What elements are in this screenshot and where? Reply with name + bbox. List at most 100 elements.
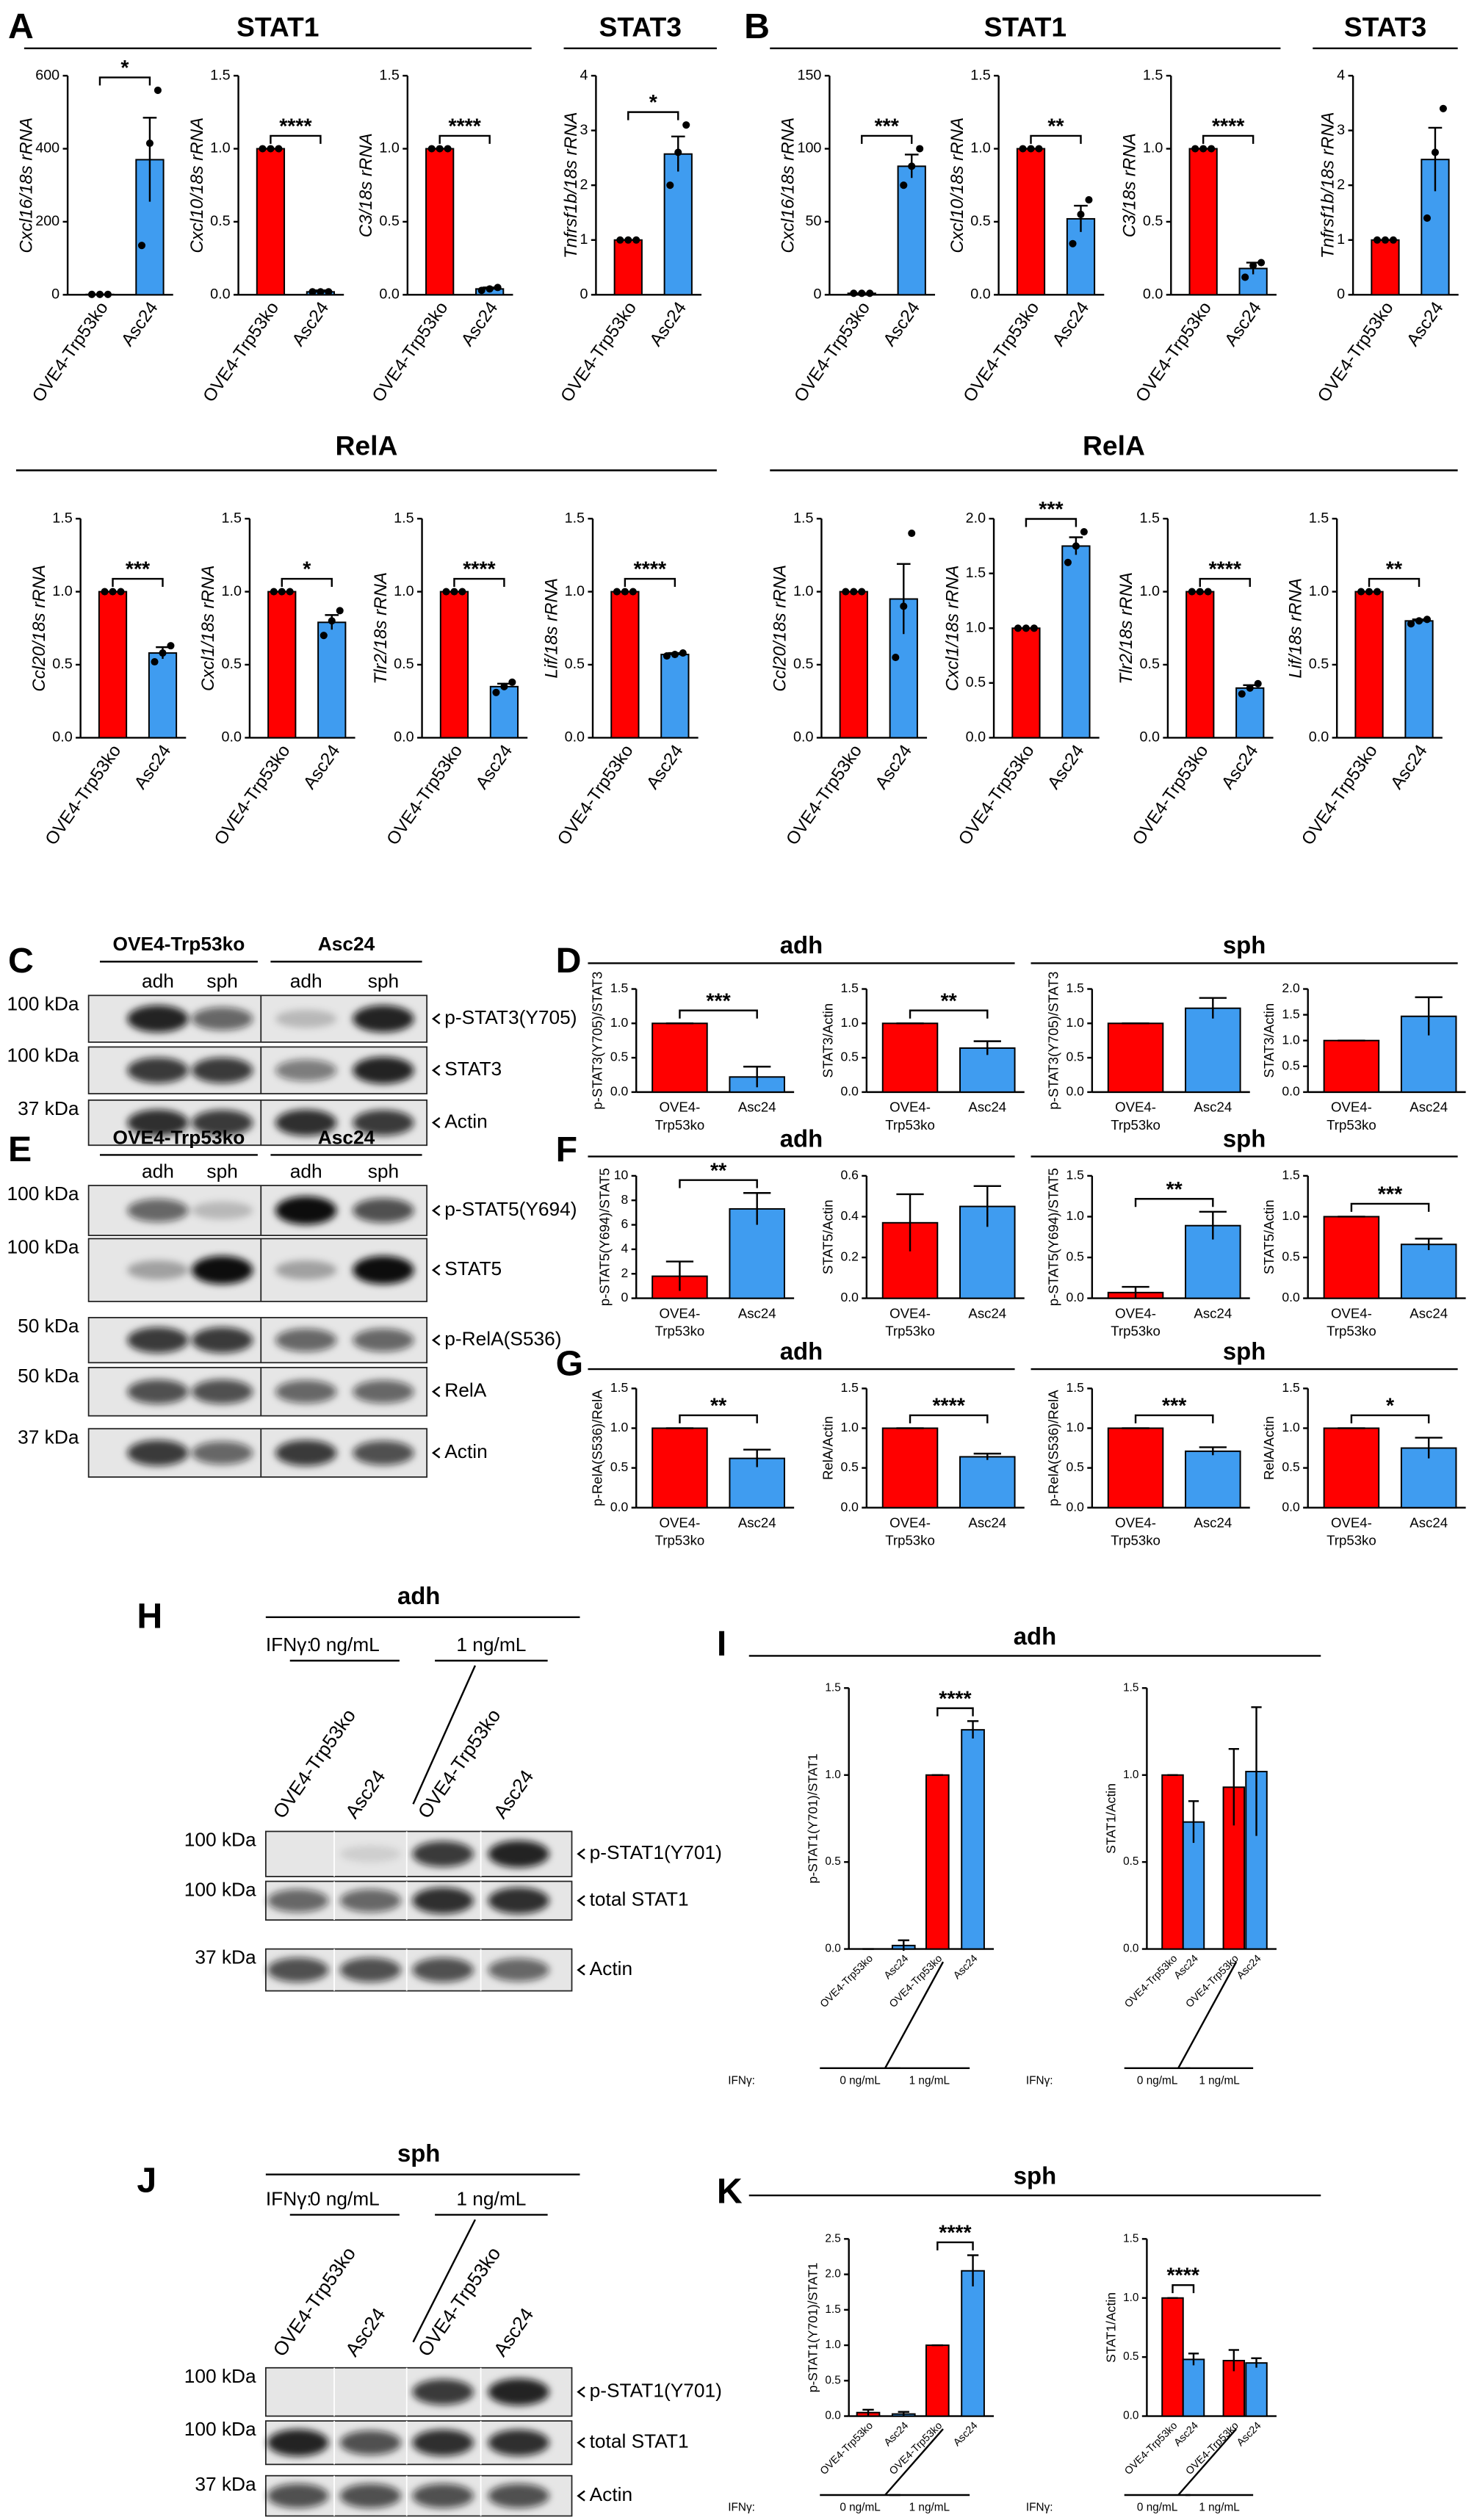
- band-label: p-STAT5(Y694): [444, 1198, 577, 1220]
- y-tick-label: 2.5: [825, 2232, 840, 2245]
- x-tick-label: Asc24: [951, 1953, 980, 1982]
- data-point: [275, 145, 283, 153]
- sig-label: ***: [1162, 1395, 1187, 1418]
- blot-band: [339, 2483, 402, 2508]
- bar: [1182, 2358, 1205, 2417]
- panel-letter: C: [8, 941, 34, 981]
- x-tick-label: Trp53ko: [885, 1533, 935, 1548]
- sig-label: **: [1386, 558, 1403, 582]
- band-label: Actin: [590, 2483, 632, 2505]
- size-marker: 100 kDa: [184, 1829, 256, 1851]
- data-point: [508, 678, 516, 686]
- lane-label: Asc24: [489, 1766, 538, 1822]
- sig-bracket: [112, 577, 164, 587]
- y-tick-label: 0.0: [610, 1084, 629, 1099]
- bar: [1182, 1821, 1205, 1950]
- data-point: [1431, 148, 1439, 156]
- x-tick-label: Trp53ko: [1327, 1533, 1376, 1548]
- blot-band: [191, 1057, 253, 1083]
- y-tick-label: 1.5: [1066, 981, 1085, 995]
- x-tick-label: Asc24: [1049, 298, 1094, 350]
- y-tick-label: 0.5: [970, 213, 990, 229]
- x-tick-label: Asc24: [1044, 741, 1089, 793]
- group-header: sph: [1223, 1124, 1266, 1152]
- y-tick-label: 3: [580, 122, 588, 138]
- blot-group: OVE4-Trp53ko: [113, 933, 245, 955]
- data-point: [1439, 104, 1447, 112]
- panel-letter: I: [717, 1624, 726, 1664]
- bar: [1188, 148, 1218, 296]
- x-tick-label: Asc24: [458, 298, 502, 350]
- lane-label: adh: [142, 1160, 174, 1182]
- blot-band: [127, 1379, 189, 1404]
- y-tick-label: 0: [580, 286, 588, 303]
- sig-label: **: [1166, 1178, 1183, 1202]
- x-tick-label: Asc24: [1410, 1515, 1448, 1531]
- blot-band: [339, 1845, 402, 1863]
- band-label: total STAT1: [590, 1888, 689, 1910]
- y-axis-label: Cxcl10/18s rRNA: [948, 118, 967, 253]
- y-tick-label: 1.5: [1282, 1168, 1300, 1183]
- y-axis-label: Ccl20/18s rRNA: [770, 565, 790, 692]
- bar: [925, 1774, 950, 1950]
- x-tick-label: Asc24: [646, 298, 690, 350]
- y-axis-label: Cxcl16/18s rRNA: [16, 118, 36, 253]
- band-pointer: [577, 2386, 585, 2398]
- bar: [613, 239, 643, 296]
- x-tick-label: Trp53ko: [655, 1117, 705, 1133]
- y-tick-label: 1.0: [793, 583, 813, 599]
- x-tick-label: OVE4-Trp53ko: [1132, 298, 1216, 405]
- x-tick-label: Asc24: [643, 741, 687, 793]
- bar: [1161, 1774, 1184, 1950]
- data-point: [892, 654, 900, 662]
- y-axis-label: Tlr2/18s rRNA: [1116, 572, 1136, 685]
- blot-band: [353, 1198, 414, 1223]
- x-tick-label: OVE4-Trp53ko: [1298, 741, 1382, 848]
- y-tick-label: 0.5: [1123, 1855, 1138, 1868]
- x-tick-label: Asc24: [1221, 298, 1266, 350]
- bar: [1061, 545, 1091, 739]
- y-axis-label: Ccl20/18s rRNA: [29, 565, 49, 692]
- y-axis-label: Tnfrsf1b/18s rRNA: [1318, 112, 1338, 259]
- lane-label: Asc24: [489, 2304, 538, 2361]
- y-tick-label: 1: [1337, 231, 1345, 248]
- treatment-slash: [1177, 2428, 1238, 2496]
- data-point: [663, 652, 671, 660]
- y-tick-label: 0.0: [1282, 1290, 1300, 1304]
- bar: [1323, 1427, 1380, 1509]
- y-tick-label: 1.5: [1123, 1681, 1138, 1694]
- blot-group: OVE4-Trp53ko: [113, 1126, 245, 1148]
- x-tick-label: Asc24: [1194, 1100, 1232, 1115]
- y-tick-label: 0.5: [1143, 213, 1163, 229]
- sig-bracket: [679, 1179, 758, 1188]
- y-tick-label: 0.0: [565, 729, 585, 745]
- y-tick-label: 50: [805, 213, 821, 229]
- y-tick-label: 0.5: [1123, 2350, 1138, 2363]
- group-header: STAT3: [599, 11, 681, 42]
- x-tick-label: OVE4-: [889, 1305, 931, 1321]
- band-pointer: [431, 1386, 441, 1398]
- blot-band: [191, 1201, 253, 1220]
- y-tick-label: 1.5: [210, 67, 230, 83]
- blot-band: [339, 1957, 402, 1982]
- band-label: p-STAT3(Y705): [444, 1006, 577, 1028]
- x-tick-label: OVE4-Trp53ko: [369, 298, 452, 405]
- y-tick-label: 0.5: [222, 656, 242, 672]
- data-point: [95, 290, 104, 298]
- data-point: [1423, 214, 1432, 222]
- data-point: [101, 588, 109, 596]
- bar: [663, 153, 693, 296]
- y-tick-label: 0.5: [1066, 1050, 1085, 1064]
- treatment-group: 1 ng/mL: [909, 2502, 950, 2514]
- x-tick-label: OVE4-: [1115, 1515, 1156, 1531]
- y-tick-label: 0.5: [840, 1050, 859, 1064]
- sig-bracket: [1030, 134, 1082, 144]
- data-point: [666, 181, 674, 189]
- sig-label: ***: [1039, 498, 1064, 521]
- treatment-slash: [412, 1665, 477, 1805]
- data-point: [1389, 236, 1397, 244]
- x-tick-label: OVE4-Trp53ko: [29, 298, 112, 405]
- y-tick-label: 1.0: [1282, 1208, 1300, 1223]
- x-tick-label: OVE4-Trp53ko: [383, 741, 466, 848]
- bar: [256, 148, 286, 296]
